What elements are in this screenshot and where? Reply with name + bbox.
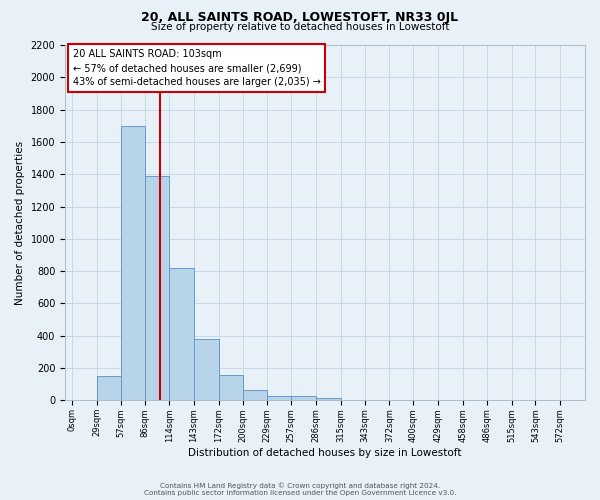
Bar — [291, 396, 316, 400]
X-axis label: Distribution of detached houses by size in Lowestoft: Distribution of detached houses by size … — [188, 448, 462, 458]
Bar — [97, 376, 121, 400]
Bar — [268, 396, 291, 400]
Bar — [194, 339, 219, 400]
Text: Contains HM Land Registry data © Crown copyright and database right 2024.: Contains HM Land Registry data © Crown c… — [160, 482, 440, 489]
Text: Contains public sector information licensed under the Open Government Licence v3: Contains public sector information licen… — [144, 490, 456, 496]
Text: Size of property relative to detached houses in Lowestoft: Size of property relative to detached ho… — [151, 22, 449, 32]
Bar — [145, 176, 169, 400]
Bar — [169, 268, 194, 400]
Y-axis label: Number of detached properties: Number of detached properties — [15, 140, 25, 305]
Bar — [121, 126, 145, 400]
Bar — [242, 390, 268, 400]
Text: 20, ALL SAINTS ROAD, LOWESTOFT, NR33 0JL: 20, ALL SAINTS ROAD, LOWESTOFT, NR33 0JL — [142, 11, 458, 24]
Text: 20 ALL SAINTS ROAD: 103sqm
← 57% of detached houses are smaller (2,699)
43% of s: 20 ALL SAINTS ROAD: 103sqm ← 57% of deta… — [73, 49, 320, 87]
Bar — [219, 374, 242, 400]
Bar — [316, 398, 341, 400]
